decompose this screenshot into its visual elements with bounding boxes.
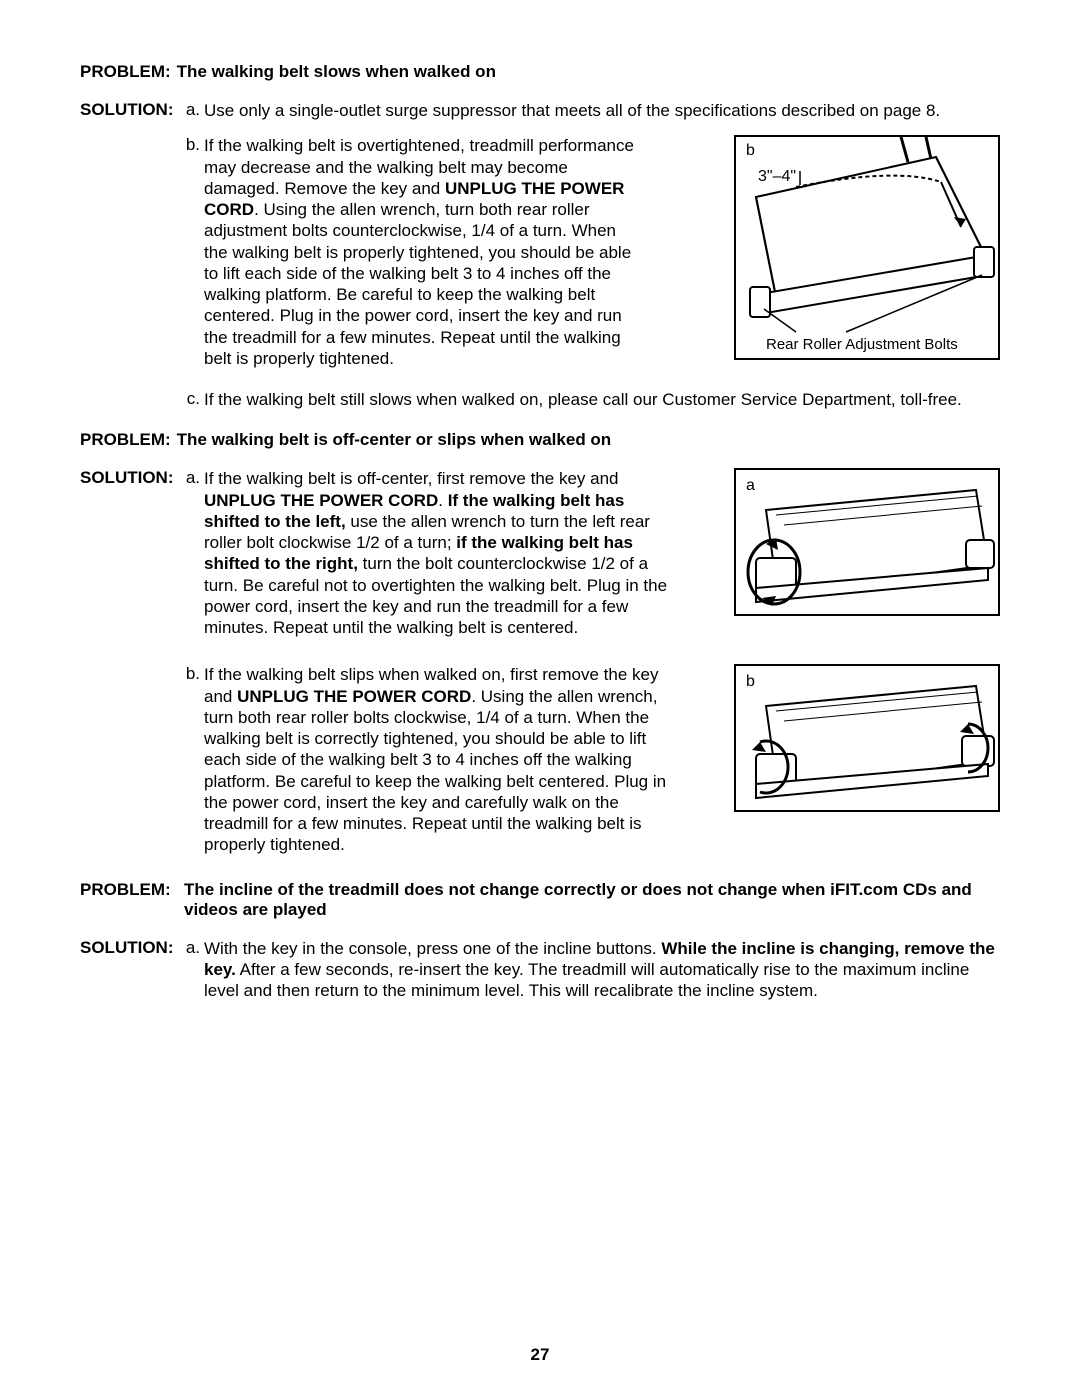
fig-caption: Rear Roller Adjustment Bolts <box>766 336 958 353</box>
fig-label: b <box>746 673 755 690</box>
figure-2a: a <box>734 468 1000 616</box>
item-text: Use only a single-outlet surge suppresso… <box>204 100 940 121</box>
problem-label: PROBLEM: <box>80 880 178 900</box>
figure-1b: b 3"–4" <box>734 135 1000 360</box>
problem-label: PROBLEM: <box>80 430 171 450</box>
item-text: If the walking belt is off-center, first… <box>204 468 674 638</box>
text-column: b. If the walking belt is overtightened,… <box>178 135 706 383</box>
problem-text: The walking belt is off-center or slips … <box>177 430 612 450</box>
item-letter: a. <box>178 468 204 488</box>
fig-label: b <box>746 142 755 159</box>
item-letter: b. <box>178 135 204 155</box>
item-letter: c. <box>178 389 204 409</box>
solution-3: SOLUTION: a. With the key in the console… <box>80 938 1000 1002</box>
fig-label: a <box>746 477 755 494</box>
problem-1-heading: PROBLEM: The walking belt slows when wal… <box>80 62 1000 82</box>
problem-text: The incline of the treadmill does not ch… <box>184 880 994 920</box>
problem-2-heading: PROBLEM: The walking belt is off-center … <box>80 430 1000 450</box>
item-text: If the walking belt is overtightened, tr… <box>204 135 634 369</box>
fig-dim: 3"–4" <box>758 168 796 185</box>
treadmill-rear-left-icon: a <box>736 470 998 614</box>
item-text: With the key in the console, press one o… <box>204 938 1000 1002</box>
solution-label: SOLUTION: <box>80 468 178 488</box>
item-letter: b. <box>178 664 204 684</box>
solution-2b-row: b. If the walking belt slips when walked… <box>80 664 1000 869</box>
page: PROBLEM: The walking belt slows when wal… <box>0 0 1080 1397</box>
solution-2a-row: SOLUTION: a. If the walking belt is off-… <box>80 468 1000 652</box>
solution-item: b. If the walking belt is overtightened,… <box>178 135 706 369</box>
text-column: SOLUTION: a. If the walking belt is off-… <box>80 468 706 652</box>
treadmill-rear-both-icon: b <box>736 666 998 810</box>
problem-label: PROBLEM: <box>80 62 171 82</box>
problem-text: The walking belt slows when walked on <box>177 62 496 82</box>
solution-1c: c. If the walking belt still slows when … <box>178 389 1000 410</box>
solution-1b-row: b. If the walking belt is overtightened,… <box>80 135 1000 383</box>
page-number: 27 <box>0 1345 1080 1365</box>
solution-1: SOLUTION: a. Use only a single-outlet su… <box>80 100 1000 121</box>
figure-2b: b <box>734 664 1000 812</box>
item-letter: a. <box>178 100 204 120</box>
text-column: b. If the walking belt slips when walked… <box>178 664 706 869</box>
item-text: If the walking belt still slows when wal… <box>204 389 962 410</box>
solution-label: SOLUTION: <box>80 938 178 958</box>
problem-3-heading: PROBLEM: The incline of the treadmill do… <box>80 880 1000 920</box>
treadmill-belt-icon: b 3"–4" <box>736 137 998 358</box>
solution-label: SOLUTION: <box>80 100 178 120</box>
item-letter: a. <box>178 938 204 958</box>
item-text: If the walking belt slips when walked on… <box>204 664 674 855</box>
